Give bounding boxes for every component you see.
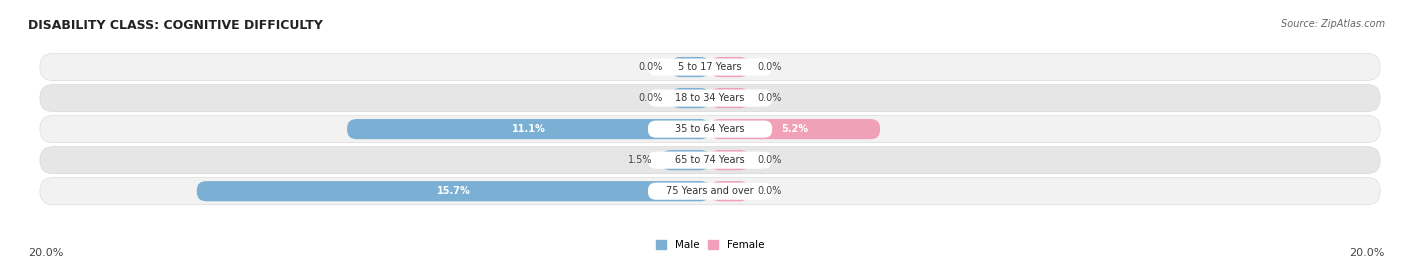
FancyBboxPatch shape <box>648 152 772 169</box>
FancyBboxPatch shape <box>710 57 749 77</box>
FancyBboxPatch shape <box>661 150 710 170</box>
FancyBboxPatch shape <box>648 58 772 76</box>
FancyBboxPatch shape <box>39 84 1381 112</box>
Text: 0.0%: 0.0% <box>638 93 662 103</box>
FancyBboxPatch shape <box>648 90 772 107</box>
FancyBboxPatch shape <box>39 147 1381 174</box>
Text: 15.7%: 15.7% <box>436 186 470 196</box>
Text: 1.5%: 1.5% <box>628 155 652 165</box>
Text: 35 to 64 Years: 35 to 64 Years <box>675 124 745 134</box>
Text: 20.0%: 20.0% <box>28 248 63 258</box>
FancyBboxPatch shape <box>648 121 772 138</box>
Text: 20.0%: 20.0% <box>1350 248 1385 258</box>
Text: 0.0%: 0.0% <box>638 62 662 72</box>
FancyBboxPatch shape <box>347 119 710 139</box>
FancyBboxPatch shape <box>39 178 1381 205</box>
Text: 0.0%: 0.0% <box>758 93 782 103</box>
Text: 18 to 34 Years: 18 to 34 Years <box>675 93 745 103</box>
FancyBboxPatch shape <box>39 53 1381 81</box>
Text: DISABILITY CLASS: COGNITIVE DIFFICULTY: DISABILITY CLASS: COGNITIVE DIFFICULTY <box>28 19 323 32</box>
Text: Source: ZipAtlas.com: Source: ZipAtlas.com <box>1281 19 1385 29</box>
Text: 0.0%: 0.0% <box>758 155 782 165</box>
FancyBboxPatch shape <box>197 181 710 201</box>
FancyBboxPatch shape <box>39 115 1381 143</box>
FancyBboxPatch shape <box>710 119 880 139</box>
Text: 5 to 17 Years: 5 to 17 Years <box>678 62 742 72</box>
Text: 5.2%: 5.2% <box>782 124 808 134</box>
Text: 65 to 74 Years: 65 to 74 Years <box>675 155 745 165</box>
Legend: Male, Female: Male, Female <box>657 240 763 250</box>
FancyBboxPatch shape <box>671 88 710 108</box>
Text: 75 Years and over: 75 Years and over <box>666 186 754 196</box>
Text: 0.0%: 0.0% <box>758 186 782 196</box>
FancyBboxPatch shape <box>710 150 749 170</box>
FancyBboxPatch shape <box>710 181 749 201</box>
Text: 0.0%: 0.0% <box>758 62 782 72</box>
FancyBboxPatch shape <box>648 183 772 200</box>
FancyBboxPatch shape <box>671 57 710 77</box>
Text: 11.1%: 11.1% <box>512 124 546 134</box>
FancyBboxPatch shape <box>710 88 749 108</box>
